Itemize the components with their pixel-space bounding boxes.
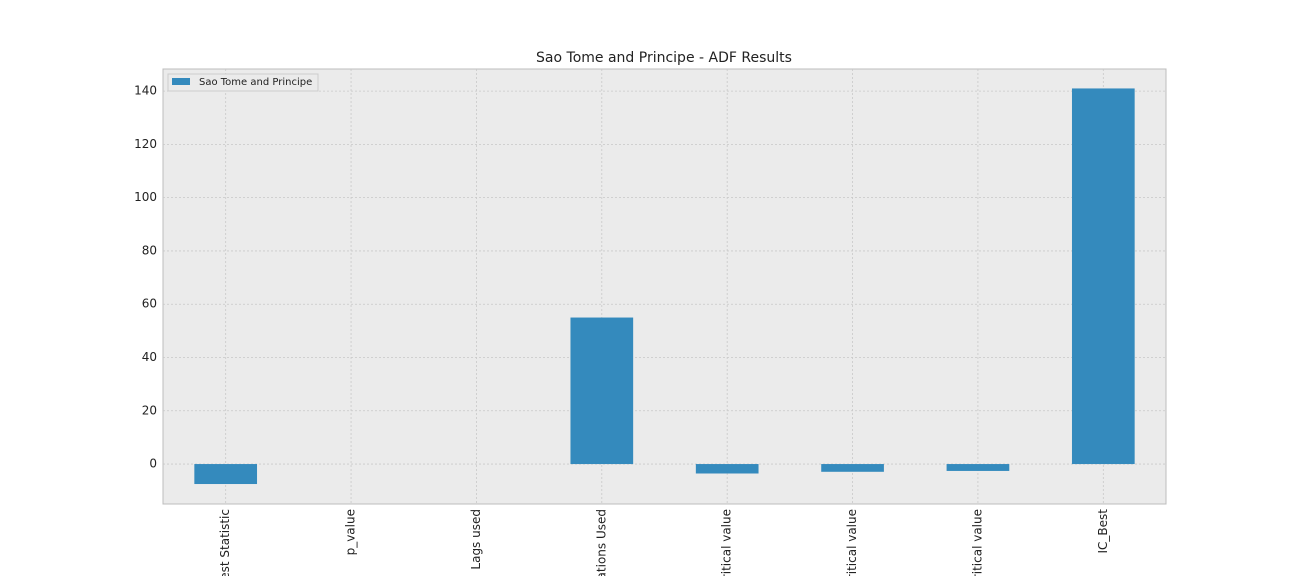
legend-label: Sao Tome and Principe bbox=[199, 77, 312, 88]
x-tick-label: ations Used bbox=[594, 509, 608, 576]
x-tick-label: ritical value bbox=[720, 509, 734, 576]
x-tick-label: p_value bbox=[344, 509, 358, 555]
x-tick-label: IC_Best bbox=[1096, 509, 1110, 554]
y-tick-label: 0 bbox=[149, 457, 157, 471]
y-tick-label: 20 bbox=[142, 403, 157, 417]
y-tick-label: 140 bbox=[134, 84, 157, 98]
x-tick-label: ritical value bbox=[970, 509, 984, 576]
bar bbox=[1071, 88, 1135, 465]
bar bbox=[946, 464, 1010, 471]
x-tick-label: est Statistic bbox=[218, 509, 232, 576]
chart-title: Sao Tome and Principe - ADF Results bbox=[536, 50, 792, 66]
bar bbox=[194, 464, 258, 485]
y-tick-label: 80 bbox=[142, 243, 157, 257]
bar bbox=[570, 317, 634, 465]
legend-box bbox=[167, 73, 319, 92]
legend-swatch bbox=[172, 78, 190, 85]
bar bbox=[695, 464, 759, 474]
y-tick-label: 40 bbox=[142, 350, 157, 364]
plot-area bbox=[162, 68, 1167, 505]
y-tick-label: 100 bbox=[134, 190, 157, 204]
y-tick-label: 120 bbox=[134, 137, 157, 151]
x-tick-label: Lags used bbox=[469, 509, 483, 570]
bar bbox=[821, 464, 884, 472]
y-tick-label: 60 bbox=[142, 297, 157, 311]
x-tick-label: ritical value bbox=[845, 509, 859, 576]
